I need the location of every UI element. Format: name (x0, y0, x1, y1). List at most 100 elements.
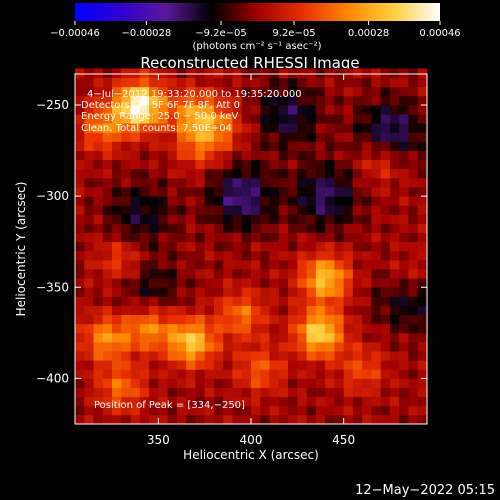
heatmap-cell (75, 369, 85, 379)
heatmap-cell (176, 159, 187, 170)
heatmap-cell (297, 332, 307, 343)
heatmap-cell (278, 351, 289, 361)
heatmap-cell (315, 196, 326, 206)
heatmap-cell (112, 232, 122, 243)
heatmap-cell (75, 77, 85, 88)
heatmap-cell (297, 104, 307, 115)
heatmap-cell (260, 360, 270, 370)
heatmap-cell (288, 296, 298, 306)
heatmap-cell (149, 259, 159, 270)
heatmap-cell (112, 332, 122, 343)
heatmap-cell (232, 150, 243, 161)
heatmap-cell (158, 332, 169, 343)
heatmap-cell (260, 332, 270, 343)
heatmap-cell (362, 68, 372, 79)
heatmap-cell (334, 187, 345, 197)
heatmap-cell (186, 332, 196, 343)
heatmap-cell (325, 150, 335, 161)
heatmap-cell (149, 196, 159, 206)
heatmap-cell (75, 341, 85, 352)
heatmap-cell (93, 187, 104, 197)
heatmap-cell (167, 196, 178, 206)
heatmap-cell (352, 323, 363, 334)
heatmap-cell (325, 287, 335, 297)
heatmap-cell (232, 123, 243, 133)
heatmap-cell (389, 351, 400, 361)
heatmap-cell (223, 351, 233, 361)
heatmap-cell (84, 241, 94, 252)
heatmap-cell (269, 168, 280, 179)
heatmap-cell (380, 341, 391, 352)
heatmap-cell (306, 196, 317, 206)
heatmap-cell (334, 196, 345, 206)
heatmap-cell (232, 278, 243, 288)
heatmap-cell (399, 150, 409, 161)
heatmap-cell (260, 150, 270, 161)
heatmap-cell (343, 305, 354, 316)
heatmap-cell (325, 104, 335, 115)
heatmap-cell (176, 177, 187, 188)
heatmap-cell (297, 132, 307, 142)
heatmap-cell (186, 177, 196, 188)
heatmap-cell (417, 196, 428, 206)
heatmap-cell (121, 205, 131, 215)
heatmap-cell (399, 223, 409, 233)
heatmap-cell (343, 114, 354, 124)
heatmap-cell (288, 332, 298, 343)
colorbar-tick-label: −0.00028 (122, 28, 172, 39)
heatmap-cell (102, 132, 113, 142)
heatmap-cell (306, 414, 317, 425)
heatmap-cell (75, 123, 85, 133)
heatmap-cell (121, 332, 131, 343)
heatmap-cell (176, 369, 187, 379)
heatmap-cell (130, 369, 141, 379)
heatmap-cell (362, 104, 372, 115)
heatmap-cell (186, 296, 196, 306)
heatmap-cell (315, 168, 326, 179)
heatmap-cell (84, 287, 94, 297)
heatmap-cell (251, 305, 261, 316)
heatmap-cell (93, 132, 104, 142)
heatmap-cell (399, 287, 409, 297)
heatmap-cell (223, 278, 233, 288)
heatmap-cell (213, 278, 224, 288)
heatmap-cell (371, 77, 382, 88)
heatmap-cell (204, 332, 215, 343)
heatmap-cell (297, 77, 307, 88)
heatmap-cell (102, 360, 113, 370)
heatmap-cell (84, 369, 94, 379)
heatmap-cell (130, 323, 141, 334)
heatmap-cell (223, 187, 233, 197)
heatmap-cell (223, 168, 233, 179)
heatmap-cell (269, 296, 280, 306)
heatmap-cell (75, 132, 85, 142)
heatmap-cell (223, 104, 233, 115)
heatmap-cell (269, 150, 280, 161)
heatmap-cell (362, 287, 372, 297)
heatmap-cell (408, 232, 419, 243)
heatmap-cell (186, 259, 196, 270)
heatmap-cell (176, 214, 187, 224)
heatmap-cell (93, 86, 104, 97)
heatmap-cell (167, 278, 178, 288)
heatmap-cell (195, 141, 206, 151)
heatmap-cell (204, 104, 215, 115)
heatmap-cell (334, 323, 345, 334)
heatmap-cell (380, 241, 391, 252)
heatmap-cell (176, 196, 187, 206)
heatmap-cell (306, 332, 317, 343)
heatmap-cell (306, 86, 317, 97)
heatmap-cell (288, 269, 298, 279)
heatmap-cell (204, 123, 215, 133)
heatmap-cell (380, 104, 391, 115)
heatmap-cell (241, 396, 252, 407)
heatmap-cell (204, 387, 215, 398)
heatmap-cell (167, 369, 178, 379)
heatmap-cell (371, 232, 382, 243)
heatmap-cell (352, 232, 363, 243)
heatmap-cell (139, 250, 150, 261)
heatmap-cell (399, 241, 409, 252)
heatmap-cell (112, 86, 122, 97)
heatmap-cell (84, 405, 94, 416)
heatmap-cell (223, 177, 233, 188)
